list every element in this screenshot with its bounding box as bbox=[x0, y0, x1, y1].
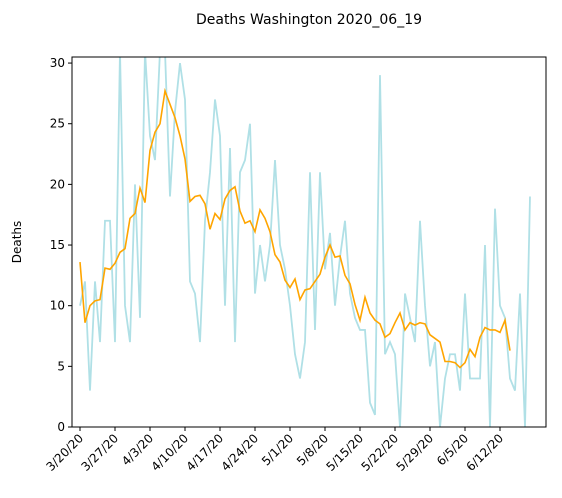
data-line bbox=[79, 57, 531, 427]
y-axis-label: Deaths bbox=[10, 221, 24, 264]
y-tick-label: 20 bbox=[50, 177, 65, 191]
y-tick-label: 5 bbox=[57, 359, 65, 373]
x-tick-label: 5/1/20 bbox=[259, 431, 296, 468]
plot-area bbox=[79, 57, 531, 427]
x-tick-label: 6/12/20 bbox=[464, 431, 507, 474]
x-tick-label: 3/20/20 bbox=[44, 431, 87, 474]
plot-frame bbox=[71, 56, 547, 428]
data-line bbox=[79, 87, 511, 369]
y-tick-label: 10 bbox=[50, 299, 65, 313]
y-tick-label: 30 bbox=[50, 56, 65, 70]
x-tick-label: 5/22/20 bbox=[359, 431, 402, 474]
x-tick-label: 4/10/20 bbox=[149, 431, 192, 474]
y-tick-label: 25 bbox=[50, 117, 65, 131]
x-tick-label: 4/17/20 bbox=[184, 431, 227, 474]
x-tick-label: 3/27/20 bbox=[79, 431, 122, 474]
x-tick-label: 5/15/20 bbox=[324, 431, 367, 474]
y-tick-label: 0 bbox=[57, 420, 65, 434]
chart-title: Deaths Washington 2020_06_19 bbox=[196, 12, 422, 28]
x-tick-label: 4/24/20 bbox=[219, 431, 262, 474]
x-tick-label: 5/29/20 bbox=[394, 431, 437, 474]
y-tick-label: 15 bbox=[50, 238, 65, 252]
